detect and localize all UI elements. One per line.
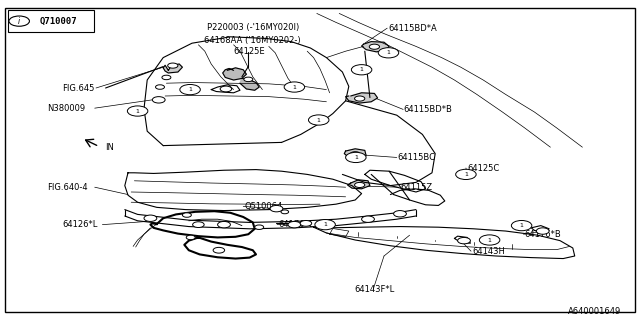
Text: FIG.640-4: FIG.640-4 [47,183,87,192]
Circle shape [284,82,305,92]
Circle shape [180,84,200,95]
Circle shape [220,86,232,92]
Circle shape [355,96,365,101]
Circle shape [288,221,301,228]
FancyBboxPatch shape [8,10,94,32]
Text: IN: IN [106,143,115,152]
Text: 64176*B: 64176*B [525,230,561,239]
Text: i: i [18,17,20,26]
Circle shape [162,75,171,80]
Circle shape [152,97,165,103]
Circle shape [362,216,374,222]
Circle shape [536,228,549,234]
Circle shape [270,205,283,212]
Circle shape [350,152,360,157]
Circle shape [456,169,476,180]
Text: P220003 (-'16MY020I): P220003 (-'16MY020I) [207,23,299,32]
Text: 64125E: 64125E [234,47,266,56]
Circle shape [355,182,365,188]
Circle shape [315,220,335,230]
Circle shape [127,106,148,116]
Polygon shape [223,68,246,80]
Text: Q710007: Q710007 [40,17,77,26]
Circle shape [351,65,372,75]
Circle shape [281,210,289,214]
Circle shape [182,213,191,217]
Circle shape [378,48,399,58]
Text: 64143F*L: 64143F*L [355,285,394,294]
Text: N380009: N380009 [47,104,85,113]
Circle shape [511,220,532,231]
Circle shape [479,235,500,245]
Circle shape [156,85,164,89]
Circle shape [458,237,470,244]
Circle shape [255,225,264,229]
Polygon shape [344,149,366,158]
Polygon shape [346,93,378,103]
Circle shape [244,77,253,82]
Text: 1: 1 [488,237,492,243]
Text: 64115BC: 64115BC [397,153,435,162]
Circle shape [144,215,157,221]
Text: 1: 1 [360,67,364,72]
Text: 1: 1 [136,108,140,114]
Text: 1: 1 [317,117,321,123]
Text: 64115BD*B: 64115BD*B [404,105,452,114]
Text: 64125C: 64125C [467,164,499,172]
Circle shape [186,235,195,240]
Text: 64115Z: 64115Z [400,183,432,192]
Text: 64176*L: 64176*L [278,220,314,229]
Circle shape [300,220,312,226]
Text: 1: 1 [520,223,524,228]
Text: 1: 1 [387,50,390,55]
Text: 64168AA ('16MY0202-): 64168AA ('16MY0202-) [205,36,301,44]
Text: 1: 1 [188,87,192,92]
Text: 64143H: 64143H [472,247,505,256]
Text: A640001649: A640001649 [568,307,621,316]
Polygon shape [348,180,370,189]
Text: FIG.645: FIG.645 [62,84,95,92]
Text: 64115BD*A: 64115BD*A [388,24,437,33]
Text: 1: 1 [354,155,358,160]
Text: 1: 1 [292,84,296,90]
Polygon shape [163,64,182,73]
Circle shape [346,152,366,163]
Polygon shape [240,78,259,90]
Text: 1: 1 [323,222,327,227]
Text: Q510064: Q510064 [244,202,283,211]
Circle shape [193,222,204,228]
Polygon shape [362,42,389,52]
Circle shape [308,115,329,125]
Circle shape [394,211,406,217]
Circle shape [369,44,380,49]
Circle shape [218,221,230,228]
Text: 64126*L: 64126*L [63,220,98,229]
Circle shape [168,63,178,68]
Circle shape [213,247,225,253]
Circle shape [9,16,29,26]
Text: 1: 1 [464,172,468,177]
